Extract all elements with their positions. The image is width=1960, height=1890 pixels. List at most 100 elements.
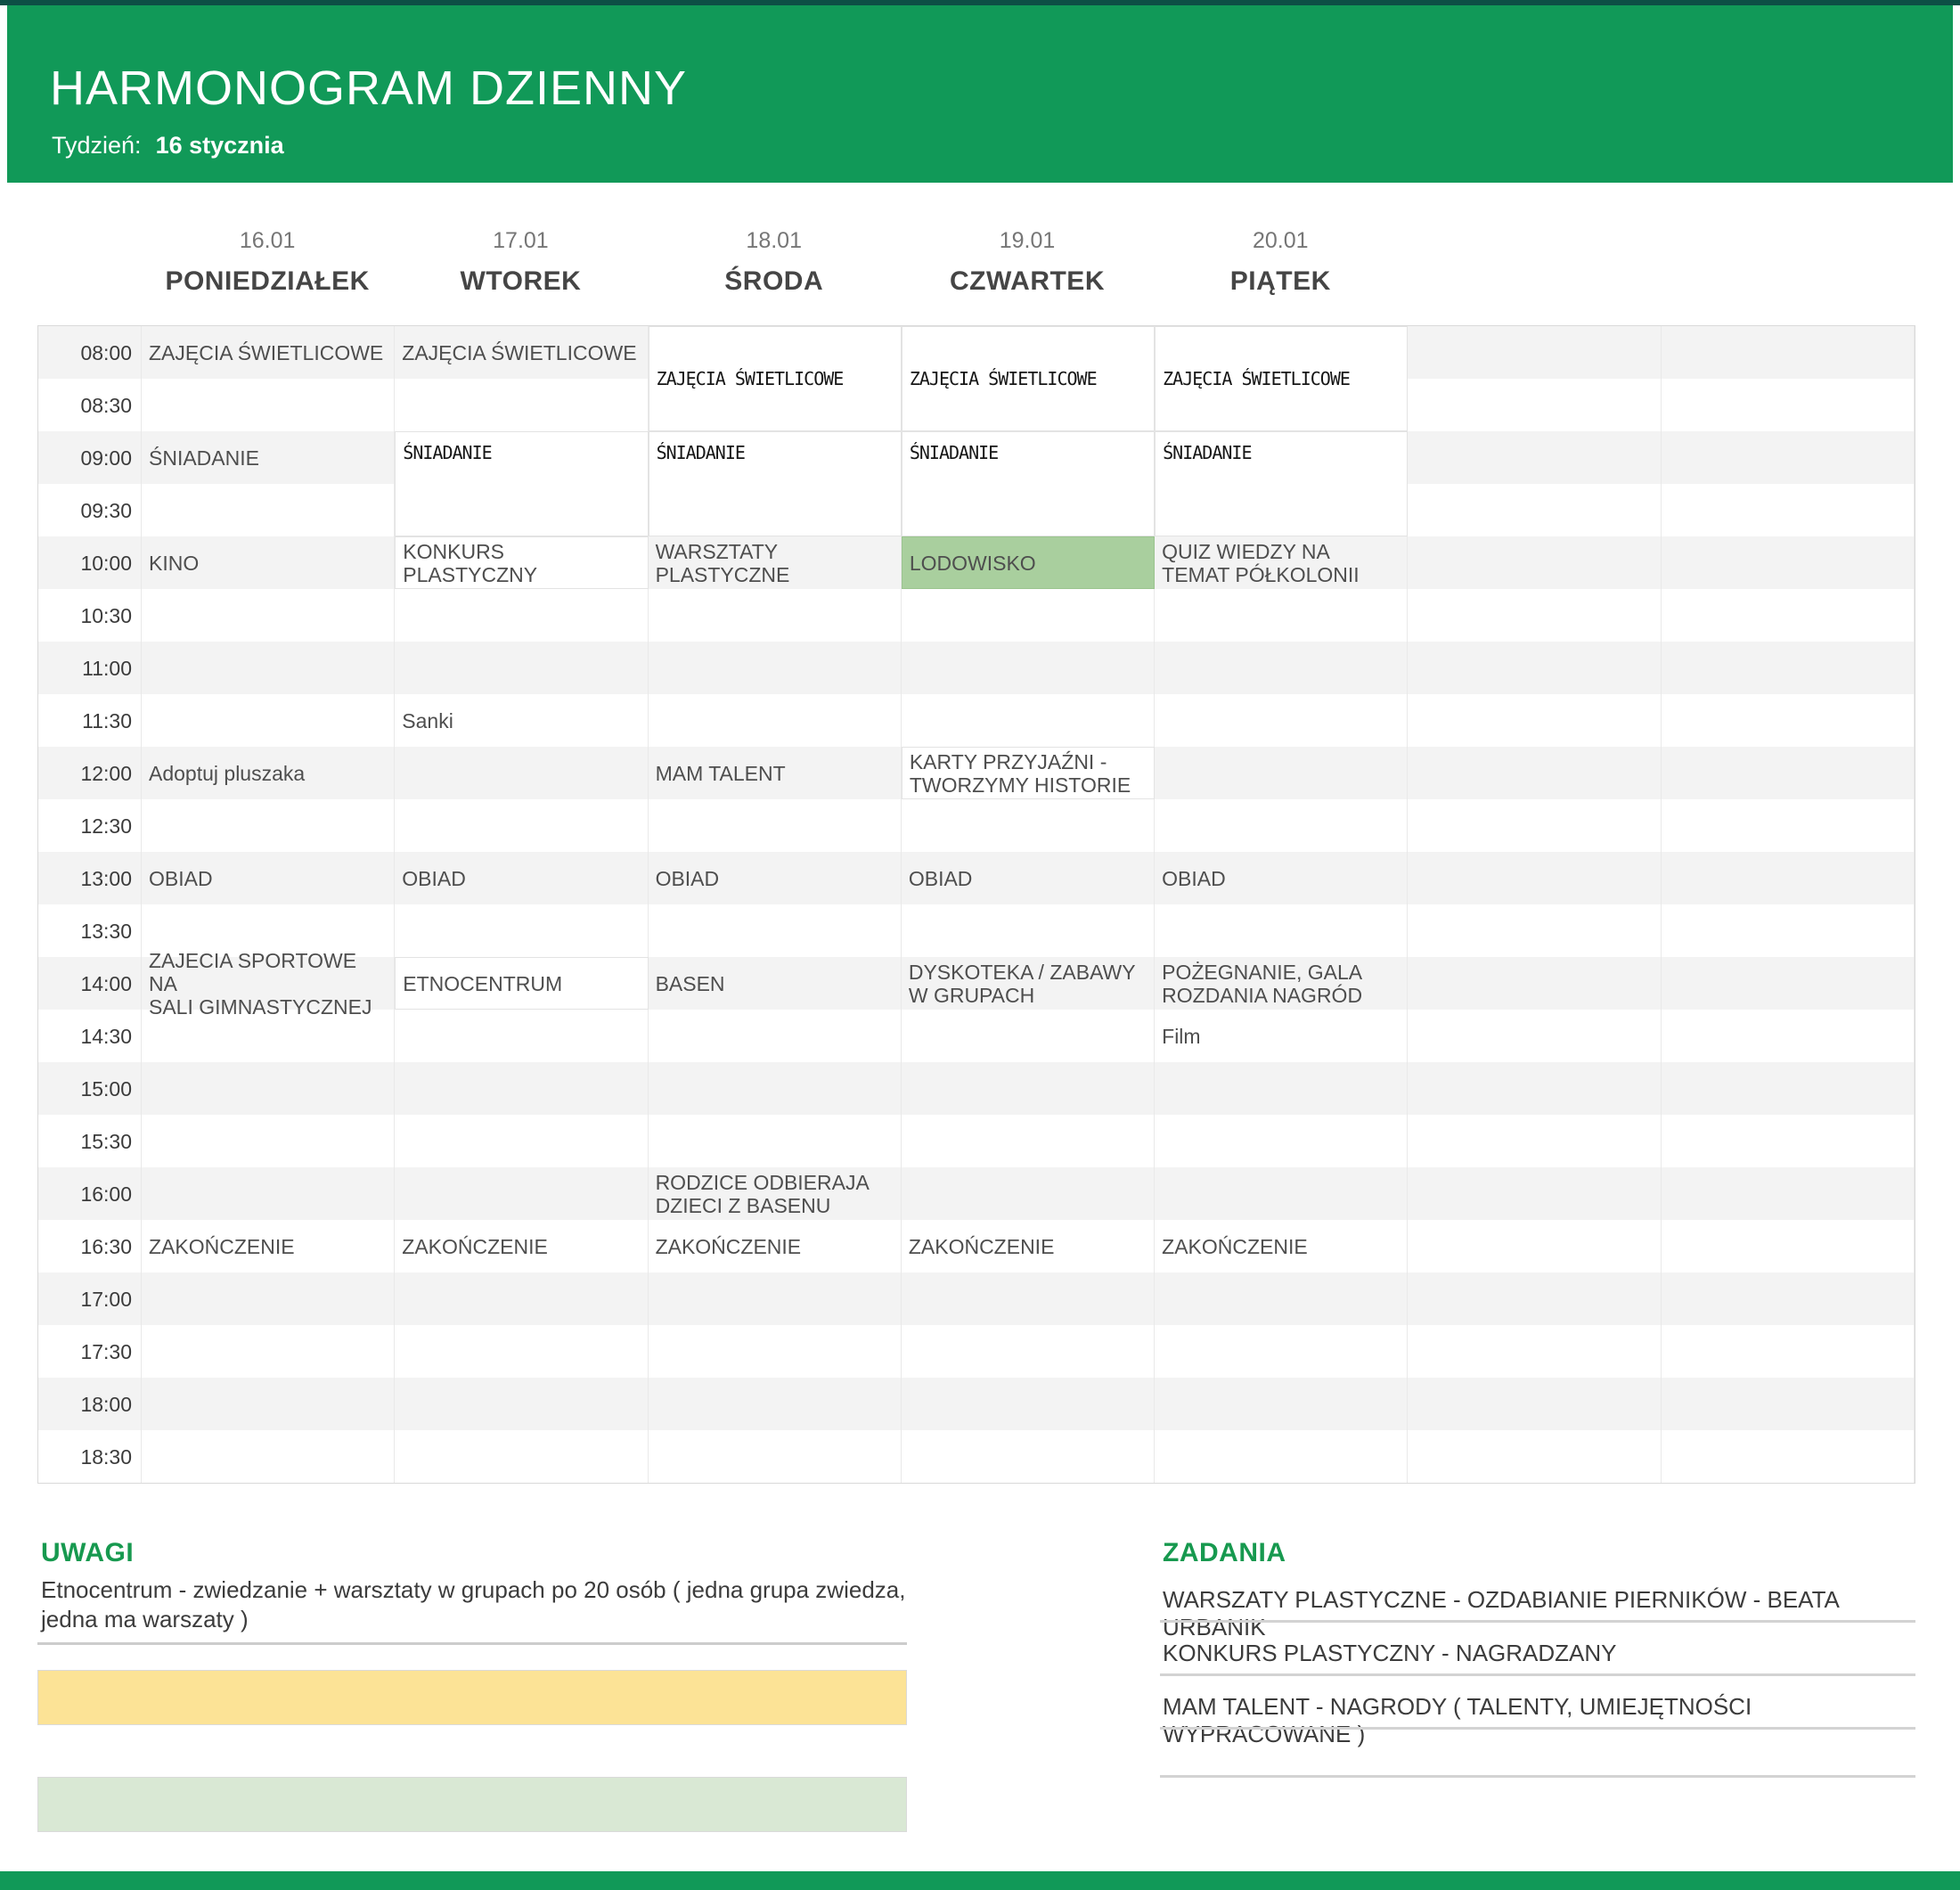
- empty-cell[interactable]: [649, 904, 902, 957]
- empty-cell[interactable]: [395, 1272, 649, 1325]
- empty-cell[interactable]: [1661, 1378, 1915, 1430]
- empty-cell[interactable]: [142, 1167, 396, 1220]
- time-label[interactable]: 17:30: [38, 1325, 142, 1378]
- event-cell[interactable]: ZAKOŃCZENIE: [142, 1220, 396, 1272]
- empty-cell[interactable]: [649, 694, 902, 747]
- empty-cell[interactable]: [902, 1010, 1156, 1062]
- empty-cell[interactable]: [1408, 536, 1662, 589]
- event-cell[interactable]: ŚNIADANIE: [901, 431, 1156, 536]
- event-cell[interactable]: DYSKOTEKA / ZABAWY W GRUPACH: [901, 957, 1156, 1010]
- empty-cell[interactable]: [1408, 484, 1662, 536]
- empty-cell[interactable]: [649, 1325, 902, 1378]
- empty-cell[interactable]: [142, 1010, 396, 1062]
- event-cell[interactable]: Sanki: [395, 694, 649, 747]
- empty-cell[interactable]: [1408, 1378, 1662, 1430]
- empty-cell[interactable]: [1661, 1062, 1915, 1115]
- empty-cell[interactable]: [142, 1272, 396, 1325]
- event-cell[interactable]: OBIAD: [1155, 852, 1409, 904]
- green-highlight-bar[interactable]: [37, 1777, 907, 1832]
- empty-cell[interactable]: [395, 642, 649, 694]
- empty-cell[interactable]: [142, 1378, 396, 1430]
- empty-cell[interactable]: [648, 1272, 902, 1325]
- event-cell[interactable]: ZAJĘCIA ŚWIETLICOWE: [142, 326, 396, 379]
- empty-cell[interactable]: [901, 1378, 1156, 1430]
- event-cell[interactable]: Adoptuj pluszaka: [142, 747, 396, 799]
- event-cell[interactable]: ŚNIADANIE: [1155, 431, 1409, 536]
- empty-cell[interactable]: [902, 1325, 1156, 1378]
- task-item[interactable]: KONKURS PLASTYCZNY - NAGRADZANY: [1163, 1640, 1617, 1666]
- empty-cell[interactable]: [1408, 1115, 1662, 1167]
- empty-cell[interactable]: [1661, 852, 1915, 904]
- empty-cell[interactable]: [901, 1062, 1156, 1115]
- time-label[interactable]: 14:30: [38, 1010, 142, 1062]
- event-cell[interactable]: ZAKOŃCZENIE: [1155, 1220, 1409, 1272]
- event-cell[interactable]: OBIAD: [142, 852, 396, 904]
- empty-cell[interactable]: [1408, 379, 1662, 431]
- time-label[interactable]: 15:30: [38, 1115, 142, 1167]
- empty-cell[interactable]: [1662, 904, 1915, 957]
- empty-cell[interactable]: [395, 1430, 649, 1483]
- empty-cell[interactable]: [1408, 1010, 1662, 1062]
- empty-cell[interactable]: [1408, 1272, 1662, 1325]
- empty-cell[interactable]: [1155, 1378, 1409, 1430]
- time-label[interactable]: 12:00: [38, 747, 142, 799]
- event-cell[interactable]: KINO: [142, 536, 396, 589]
- event-cell[interactable]: Film: [1155, 1010, 1409, 1062]
- empty-cell[interactable]: [142, 642, 396, 694]
- empty-cell[interactable]: [1155, 1430, 1409, 1483]
- time-label[interactable]: 11:00: [38, 642, 142, 694]
- empty-cell[interactable]: [395, 1378, 649, 1430]
- time-label[interactable]: 18:00: [38, 1378, 142, 1430]
- empty-cell[interactable]: [1662, 694, 1915, 747]
- empty-cell[interactable]: [395, 904, 649, 957]
- yellow-highlight-bar[interactable]: [37, 1670, 907, 1725]
- empty-cell[interactable]: [902, 904, 1156, 957]
- empty-cell[interactable]: [1408, 1325, 1662, 1378]
- empty-cell[interactable]: [1661, 1272, 1915, 1325]
- empty-cell[interactable]: [1661, 642, 1915, 694]
- empty-cell[interactable]: [1408, 799, 1662, 852]
- time-label[interactable]: 10:30: [38, 589, 142, 642]
- event-cell[interactable]: ŚNIADANIE: [395, 431, 649, 536]
- empty-cell[interactable]: [649, 1430, 902, 1483]
- empty-cell[interactable]: [395, 747, 649, 799]
- empty-cell[interactable]: [1408, 957, 1662, 1010]
- empty-cell[interactable]: [1662, 379, 1915, 431]
- empty-cell[interactable]: [649, 1115, 902, 1167]
- empty-cell[interactable]: [902, 1115, 1156, 1167]
- event-cell[interactable]: ZAJĘCIA ŚWIETLICOWE: [395, 326, 649, 379]
- empty-cell[interactable]: [1662, 1325, 1915, 1378]
- time-label[interactable]: 09:30: [38, 484, 142, 536]
- empty-cell[interactable]: [649, 799, 902, 852]
- empty-cell[interactable]: [1662, 589, 1915, 642]
- empty-cell[interactable]: [142, 379, 396, 431]
- empty-cell[interactable]: [1661, 431, 1915, 484]
- empty-cell[interactable]: [1662, 799, 1915, 852]
- empty-cell[interactable]: [1408, 1430, 1662, 1483]
- empty-cell[interactable]: [1155, 642, 1409, 694]
- empty-cell[interactable]: [1155, 1167, 1409, 1220]
- empty-cell[interactable]: [1662, 1430, 1915, 1483]
- empty-cell[interactable]: [395, 379, 649, 431]
- empty-cell[interactable]: [1155, 904, 1409, 957]
- event-cell[interactable]: ZAJĘCIA ŚWIETLICOWE: [648, 326, 902, 431]
- event-cell[interactable]: LODOWISKO: [901, 536, 1156, 589]
- empty-cell[interactable]: [1662, 484, 1915, 536]
- empty-cell[interactable]: [902, 694, 1156, 747]
- empty-cell[interactable]: [395, 1062, 649, 1115]
- empty-cell[interactable]: [395, 799, 649, 852]
- event-cell[interactable]: KONKURS PLASTYCZNY: [395, 536, 649, 589]
- event-cell[interactable]: ZAKOŃCZENIE: [902, 1220, 1156, 1272]
- event-cell[interactable]: ETNOCENTRUM: [395, 957, 649, 1010]
- empty-cell[interactable]: [1155, 1115, 1409, 1167]
- event-cell[interactable]: WARSZTATY PLASTYCZNE: [648, 536, 902, 589]
- event-cell[interactable]: BASEN: [648, 957, 902, 1010]
- empty-cell[interactable]: [1408, 1062, 1662, 1115]
- empty-cell[interactable]: [1408, 326, 1662, 379]
- event-cell[interactable]: OBIAD: [395, 852, 649, 904]
- event-cell[interactable]: OBIAD: [648, 852, 902, 904]
- event-cell[interactable]: ZAJĘCIA ŚWIETLICOWE: [1155, 326, 1409, 431]
- empty-cell[interactable]: [395, 589, 649, 642]
- empty-cell[interactable]: [1408, 642, 1662, 694]
- task-item[interactable]: MAM TALENT - NAGRODY ( TALENTY, UMIEJĘTN…: [1163, 1693, 1752, 1747]
